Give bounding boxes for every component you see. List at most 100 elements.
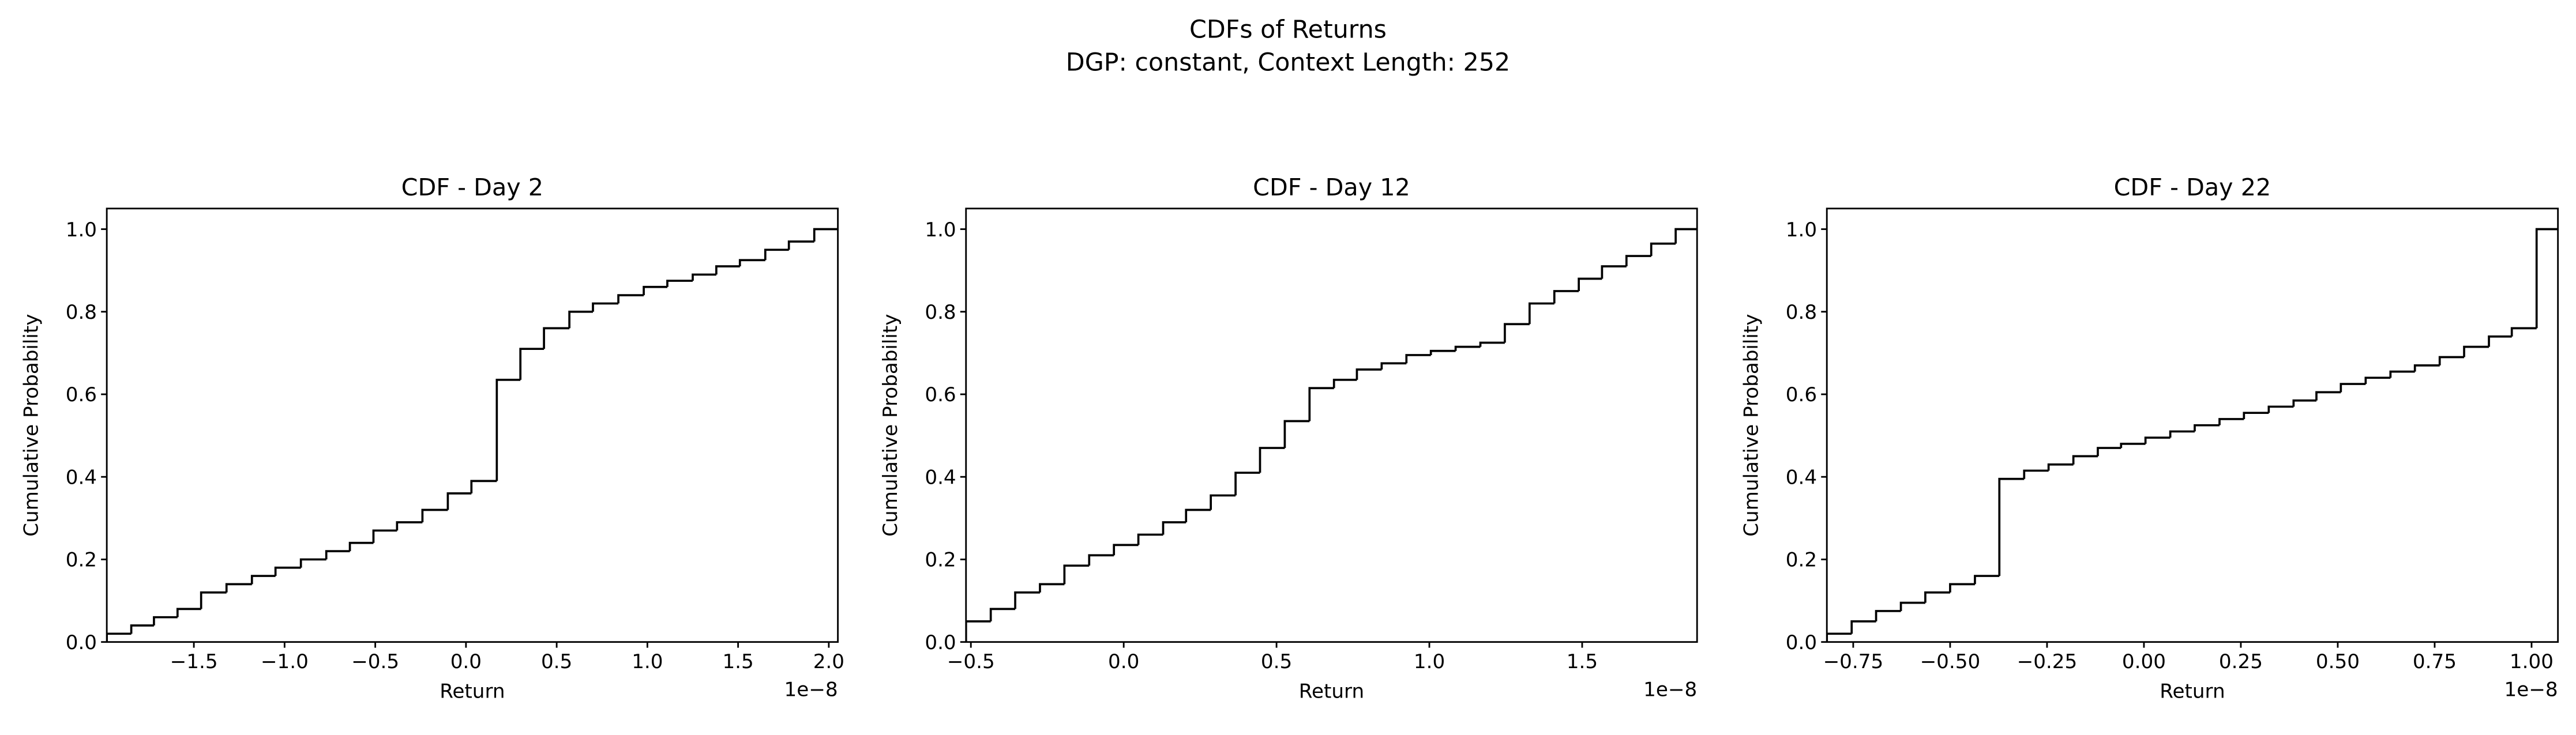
x-tick-label: 1.0 (1414, 650, 1445, 673)
cdf-step (470, 480, 497, 493)
x-tick-label: −0.25 (2017, 650, 2078, 673)
cdf-step (989, 608, 1016, 621)
y-axis-label: Cumulative Probability (1740, 314, 1763, 537)
cdf-step (966, 620, 991, 642)
y-tick-label: 0.4 (925, 466, 956, 489)
cdf-step (1113, 544, 1139, 556)
x-tick-label: 0.5 (1261, 650, 1292, 673)
cdf-step (2389, 370, 2415, 378)
y-tick-label: 0.0 (66, 631, 97, 654)
cdf-step (200, 591, 227, 609)
cdf-step (2340, 383, 2366, 393)
cdf-step (176, 608, 201, 617)
cdf-step (2023, 469, 2049, 479)
y-tick-label: 0.8 (925, 301, 956, 324)
cdf-step (1578, 277, 1602, 291)
cdf-step (348, 541, 374, 552)
y-tick-label: 1.0 (1786, 218, 1817, 242)
y-axis-label: Cumulative Probability (879, 314, 902, 537)
x-offset-label: 1e−8 (1643, 679, 1697, 702)
cdf-step (1875, 610, 1901, 621)
cdf-step (1899, 601, 1925, 611)
x-axis-label: Return (440, 680, 505, 703)
cdf-step (1974, 575, 2000, 585)
x-offset-label: 1e−8 (2504, 679, 2558, 702)
cdf-step (1014, 591, 1040, 609)
x-tick-label: 2.0 (813, 650, 844, 673)
plot-area (107, 228, 838, 642)
x-tick-label: −0.50 (1920, 650, 1981, 673)
cdf-step (1332, 379, 1357, 389)
cdf-step (1998, 477, 2025, 576)
cdf-step (692, 273, 716, 281)
y-tick-label: 0.6 (925, 383, 956, 406)
cdf-step (1162, 521, 1186, 535)
cdf-step (2097, 447, 2121, 457)
y-tick-label: 0.2 (66, 549, 97, 572)
cdf-step (2144, 436, 2171, 444)
cdf-step (2488, 335, 2512, 347)
x-tick-label: −1.0 (261, 650, 309, 673)
cdf-step (1528, 302, 1554, 325)
cdf-step (225, 583, 252, 593)
cdf-step (495, 379, 521, 481)
axes-frame (106, 208, 839, 643)
cdf-step (153, 616, 178, 626)
y-tick-label: 0.6 (66, 383, 97, 406)
cdf-step (1454, 345, 1481, 351)
cdf-step (396, 521, 423, 531)
cdf-step (2194, 424, 2220, 432)
cdf-step (1504, 323, 1530, 343)
axes-title: CDF - Day 22 (2114, 174, 2271, 201)
cdf-step (617, 294, 644, 304)
cdf-step (1827, 632, 1852, 642)
cdf-step (325, 550, 350, 560)
cdf-step (643, 285, 667, 296)
x-tick-label: 1.5 (722, 650, 753, 673)
cdf-step (130, 624, 154, 634)
cdf-step (2535, 228, 2558, 329)
cdf-step (1234, 472, 1260, 496)
x-tick-label: 0.25 (2219, 650, 2263, 673)
cdf-step (2267, 405, 2294, 413)
cdf-step (2315, 391, 2341, 401)
cdf-step (1308, 387, 1334, 421)
y-tick-label: 0.6 (1786, 383, 1817, 406)
y-axis-label: Cumulative Probability (20, 314, 43, 537)
x-tick-label: −0.5 (947, 650, 995, 673)
cdf-step (2072, 455, 2098, 465)
cdf-step (2438, 356, 2465, 365)
cdf-step (2218, 418, 2244, 425)
cdf-step (1650, 242, 1676, 257)
cdf-step (1088, 554, 1114, 566)
y-tick-label: 1.0 (66, 218, 97, 242)
figure-subtitle: DGP: constant, Context Length: 252 (1066, 48, 1510, 77)
cdf-step (2169, 430, 2195, 438)
y-tick-label: 0.0 (925, 631, 956, 654)
y-tick-label: 0.4 (66, 466, 97, 489)
axes-frame (965, 208, 1698, 643)
figure-title: CDFs of Returns (1189, 16, 1387, 44)
cdf-step (715, 265, 740, 275)
cdf-step (1355, 368, 1382, 380)
y-tick-label: 0.4 (1786, 466, 1817, 489)
y-tick-label: 0.8 (1786, 301, 1817, 324)
cdf-step (1137, 533, 1163, 545)
x-tick-label: 1.0 (632, 650, 663, 673)
cdf-step (1674, 228, 1698, 244)
y-tick-label: 0.2 (925, 549, 956, 572)
cdf-step (1850, 620, 1876, 634)
y-tick-label: 0.0 (1786, 631, 1817, 654)
x-tick-label: 0.50 (2316, 650, 2360, 673)
cdf-step (2510, 327, 2537, 337)
cdf-step (2364, 376, 2391, 385)
plot-area (966, 228, 1698, 642)
x-tick-label: 1.5 (1567, 650, 1598, 673)
x-tick-label: 1.00 (2510, 650, 2554, 673)
cdf-step (1185, 508, 1211, 522)
x-tick-label: 0.75 (2413, 650, 2457, 673)
axes-frame (1826, 208, 2559, 643)
cdf-step (372, 529, 397, 543)
